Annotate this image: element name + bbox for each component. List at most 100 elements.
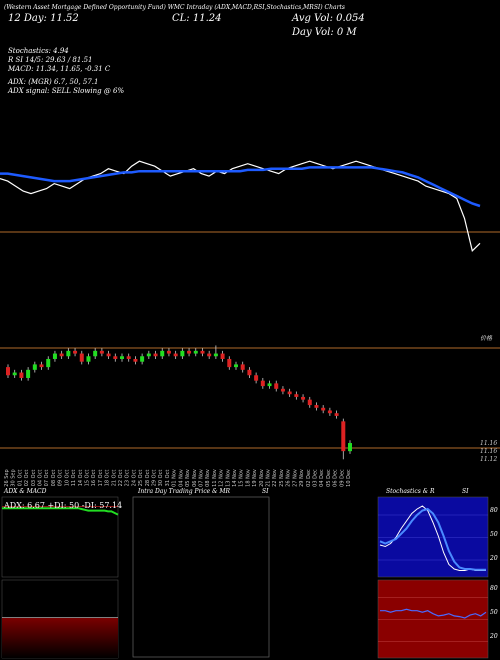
header-avg-vol: Avg Vol: 0.054 bbox=[292, 13, 365, 24]
candle-body bbox=[26, 369, 31, 378]
intraday-panel-title: Intra Day Trading Price & MR bbox=[138, 488, 231, 495]
x-axis-tick-label: 05 Dec bbox=[326, 469, 332, 487]
candle-body bbox=[180, 350, 185, 357]
candle-body bbox=[32, 364, 37, 370]
candle-body bbox=[153, 353, 158, 357]
candle-body bbox=[113, 356, 118, 359]
candle-body bbox=[106, 353, 111, 357]
header-title: (Western Asset Mortgage Defined Opportun… bbox=[4, 4, 345, 11]
candle-body bbox=[66, 350, 71, 357]
candle-body bbox=[160, 350, 165, 357]
candle-body bbox=[200, 350, 205, 354]
x-axis-tick-label: 15 Nov bbox=[239, 469, 245, 487]
candle-body bbox=[187, 350, 192, 354]
x-axis-tick-label: 02 Oct bbox=[24, 470, 30, 487]
candle-body bbox=[274, 383, 279, 389]
adx-readout: ADX: 6.67 +DI: 50 -DI: 57.14 bbox=[4, 501, 123, 510]
candle-body bbox=[73, 350, 78, 354]
intraday-panel-title-right: SI bbox=[262, 488, 269, 495]
candle-body bbox=[6, 367, 10, 376]
x-axis-tick-label: 04 Dec bbox=[319, 469, 325, 487]
adx-panel-title: ADX & MACD bbox=[4, 488, 47, 495]
stoch-panel-title: Stochastics & R bbox=[386, 488, 435, 495]
mrsi-level-80: 80 bbox=[490, 585, 498, 592]
adx-series-green bbox=[2, 507, 119, 516]
x-axis-tick-label: 26 Sep bbox=[4, 469, 10, 486]
candle-body bbox=[79, 353, 84, 362]
x-axis-tick-label: 08 Oct bbox=[51, 470, 57, 487]
header-macd: MACD: 11.34, 11.65, -0.31 C bbox=[8, 65, 111, 73]
candle-body bbox=[146, 353, 151, 357]
price-axis-label-1: 11.16 bbox=[480, 440, 498, 447]
x-axis-tick-label: 07 Nov bbox=[198, 469, 204, 487]
header-adx: ADX: (MGR) 6.7, 50, 57.1 bbox=[8, 78, 99, 86]
price-axis-label-top: 价格 bbox=[480, 335, 493, 342]
candle-body bbox=[140, 356, 145, 362]
stoch-panel bbox=[377, 496, 489, 578]
candle-body bbox=[254, 375, 259, 381]
candle-body bbox=[227, 358, 232, 368]
candle-body bbox=[314, 405, 319, 408]
candle-body bbox=[234, 364, 238, 368]
x-axis-tick-label: 19 Nov bbox=[252, 469, 258, 487]
header-price-left: 12 Day: 11.52 bbox=[8, 13, 79, 24]
candle-body bbox=[348, 443, 352, 452]
stoch-series-d bbox=[379, 507, 486, 571]
candle-body bbox=[120, 356, 124, 359]
x-axis-tick-label: 07 Oct bbox=[44, 470, 50, 487]
x-axis-tick-label: 12 Nov bbox=[219, 469, 225, 487]
x-axis-tick-label: 04 Nov bbox=[178, 469, 184, 487]
candle-body bbox=[213, 353, 218, 357]
x-axis-tick-label: 11 Oct bbox=[71, 470, 77, 487]
x-axis-tick-label: 09 Oct bbox=[58, 470, 64, 487]
candle-body bbox=[267, 383, 272, 387]
stoch-level-50: 50 bbox=[490, 531, 498, 538]
x-axis-tick-label: 25 Nov bbox=[279, 469, 285, 487]
mrsi-level-50: 50 bbox=[490, 609, 498, 616]
header-close: CL: 11.24 bbox=[172, 13, 222, 24]
x-axis-tick-label: 29 Oct bbox=[152, 470, 158, 487]
x-axis-tick-label: 03 Oct bbox=[31, 470, 37, 487]
adx-panel bbox=[1, 496, 119, 659]
price-axis-label-3: 11.12 bbox=[480, 456, 498, 463]
header-stochastics: Stochastics: 4.94 bbox=[8, 47, 69, 55]
x-axis-tick-label: 02 Dec bbox=[306, 469, 312, 487]
candle-body bbox=[86, 356, 91, 362]
x-axis-tick-label: 06 Nov bbox=[192, 469, 198, 487]
stoch-level-20: 20 bbox=[490, 555, 498, 562]
x-axis-tick-label: 24 Oct bbox=[131, 470, 137, 487]
candle-body bbox=[173, 353, 178, 357]
candle-body bbox=[19, 372, 24, 378]
x-axis-tick-label: 31 Oct bbox=[165, 470, 171, 487]
x-axis-tick-label: 05 Nov bbox=[185, 469, 191, 487]
candle-body bbox=[301, 396, 306, 400]
x-axis-tick-label: 18 Nov bbox=[245, 469, 251, 487]
x-axis-tick-label: 03 Dec bbox=[312, 469, 318, 487]
candle-body bbox=[126, 356, 131, 359]
x-axis-tick-label: 10 Dec bbox=[346, 469, 352, 487]
x-axis-tick-label: 01 Nov bbox=[172, 469, 178, 487]
x-axis-tick-label: 21 Oct bbox=[111, 470, 117, 487]
x-axis-tick-label: 22 Oct bbox=[118, 470, 124, 487]
x-axis-tick-label: 28 Oct bbox=[145, 470, 151, 487]
candle-body bbox=[99, 350, 104, 354]
x-axis-tick-label: 08 Nov bbox=[205, 469, 211, 487]
price-series-price bbox=[0, 160, 481, 252]
x-axis-tick-label: 17 Oct bbox=[98, 470, 104, 487]
mrsi-level-20: 20 bbox=[490, 633, 498, 640]
candle-body bbox=[39, 364, 44, 368]
candles bbox=[6, 345, 352, 460]
intraday-box bbox=[132, 496, 270, 658]
candle-body bbox=[260, 380, 265, 387]
x-axis-tick-label: 11 Nov bbox=[212, 469, 218, 487]
x-axis-tick-label: 30 Sep bbox=[11, 469, 17, 486]
x-axis-tick-label: 15 Oct bbox=[84, 470, 90, 487]
candle-body bbox=[287, 391, 292, 395]
x-axis-tick-label: 06 Dec bbox=[333, 469, 339, 487]
candle-body bbox=[93, 350, 98, 357]
x-axis-tick-label: 20 Nov bbox=[259, 469, 265, 487]
candle-body bbox=[12, 372, 17, 376]
x-axis-tick-label: 29 Nov bbox=[299, 469, 305, 487]
x-axis-tick-label: 09 Dec bbox=[339, 469, 345, 487]
mrsi-series bbox=[380, 608, 487, 619]
